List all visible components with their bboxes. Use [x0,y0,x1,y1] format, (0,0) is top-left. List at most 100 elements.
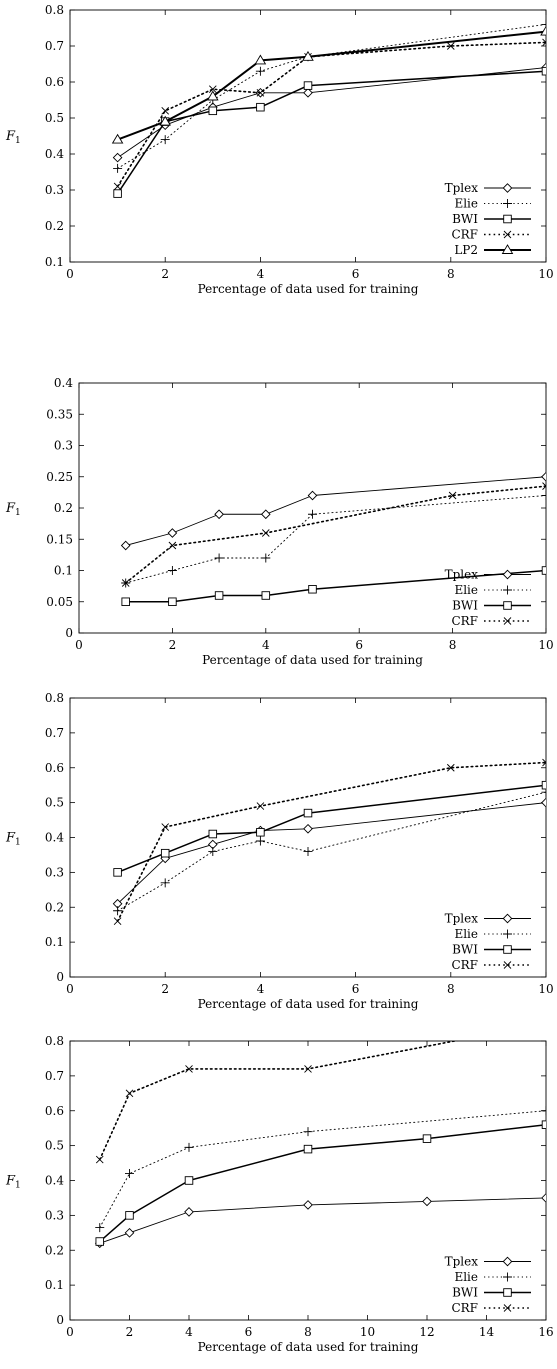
data-point-bwi [208,106,218,116]
x-tick-label: 2 [161,267,169,281]
data-point-crf [256,802,265,810]
series-line-bwi [124,569,546,603]
legend-label-tplex: Tplex [445,181,479,195]
x-tick-label: 6 [352,982,360,996]
data-point-crf [542,758,546,767]
legend-label-crf: CRF [451,958,478,972]
y-tick-label: 0.2 [45,1243,64,1257]
x-tick-label: 10 [360,1325,375,1339]
y-tick-label: 0.7 [45,726,64,740]
legend-marker-tplex [502,1256,513,1267]
y-tick-label: 0.15 [46,532,73,546]
x-tick-label: 2 [169,638,177,652]
x-tick-label: 14 [479,1325,495,1339]
legend-marker-tplex [502,913,513,924]
x-tick-label: 12 [419,1325,434,1339]
series-line-bwi [116,784,546,874]
data-point-bwi [113,868,122,877]
data-point-tplex [541,471,546,482]
y-tick-label: 0.05 [46,595,73,609]
legend-label-elie: Elie [454,1270,478,1284]
legend-marker-bwi [503,214,512,224]
data-point-elie [167,566,177,575]
legend-label-lp2: LP2 [454,243,478,257]
legend-label-tplex: Tplex [445,912,479,926]
data-point-bwi [160,848,170,858]
x-tick-label: 0 [66,1325,74,1339]
x-tick-label: 4 [262,638,270,652]
data-point-crf [161,106,170,115]
x-tick-label: 2 [161,982,169,996]
data-point-elie [255,836,265,846]
legend-marker-crf [503,961,512,969]
series-line-elie [125,495,546,584]
data-point-crf [113,917,122,926]
series-line-elie [99,1110,546,1229]
data-point-tplex [422,1196,432,1207]
y-tick-label: 0.7 [45,1069,64,1083]
data-point-bwi [125,1211,134,1220]
data-point-elie [303,1127,313,1137]
x-tick-label: 0 [66,267,74,281]
y-tick-label: 0.1 [45,935,64,949]
data-point-bwi [541,566,546,575]
y-axis-label: F1 [5,129,21,146]
legend-marker-bwi [503,945,512,954]
y-tick-label: 0.4 [45,1174,64,1188]
data-point-bwi [95,1237,104,1246]
legend-marker-bwi [503,1288,512,1297]
x-tick-label: 8 [304,1325,312,1339]
y-tick-label: 0 [56,1313,64,1327]
y-tick-label: 0.4 [45,831,64,845]
x-tick-label: 4 [257,267,265,281]
legend-marker-tplex [502,569,513,580]
legend-marker-elie [503,1272,512,1282]
y-tick-label: 0.8 [45,1034,64,1048]
data-point-lp2 [111,133,124,144]
y-tick-label: 0.2 [54,501,73,515]
data-point-crf [448,491,457,500]
data-point-elie [261,553,271,563]
data-point-crf [543,1020,550,1027]
data-point-lp2 [207,90,219,101]
series-group [112,758,546,926]
data-point-crf [113,182,122,191]
y-tick-label: 0.4 [54,376,73,390]
legend-marker-bwi [503,601,512,610]
data-point-tplex [541,1193,546,1203]
data-point-crf [261,529,270,537]
data-point-elie [160,135,170,145]
series-line-tplex [117,67,546,159]
data-point-bwi [422,1134,432,1143]
series-line-lp2 [116,30,546,141]
data-point-bwi [303,808,313,818]
data-point-tplex [303,823,313,834]
data-point-bwi [541,1120,546,1129]
data-point-elie [303,846,313,856]
y-tick-label: 0.6 [45,75,64,89]
data-point-elie [113,163,123,173]
data-point-bwi [113,189,122,198]
y-tick-label: 0.8 [45,691,64,705]
series-line-crf [116,761,546,923]
data-point-tplex [303,1200,313,1210]
x-axis-label: Percentage of data used for training [198,1340,419,1354]
series-line-bwi [116,70,546,195]
y-axis-label-subscript: 1 [15,1181,21,1191]
data-point-elie [125,1169,134,1179]
legend-label-bwi: BWI [452,1286,478,1300]
data-point-crf [256,88,265,97]
y-tick-label: 0.3 [54,439,73,453]
y-tick-label: 0.2 [45,219,64,233]
y-tick-label: 0.3 [45,183,64,197]
chart-panel-4: 0 2 4 6 8 10 12 14 16 0 0.1 0.2 0.3 0.4 0.5 0.6 0.7 0.8 Pe… [5,1020,554,1354]
data-point-bwi [208,829,218,839]
y-tick-label: 0.35 [46,407,73,421]
legend-label-tplex: Tplex [445,1255,479,1269]
legend-label-crf: CRF [451,1301,478,1315]
x-tick-label: 0 [66,982,74,996]
series-line-tplex [99,1197,546,1244]
